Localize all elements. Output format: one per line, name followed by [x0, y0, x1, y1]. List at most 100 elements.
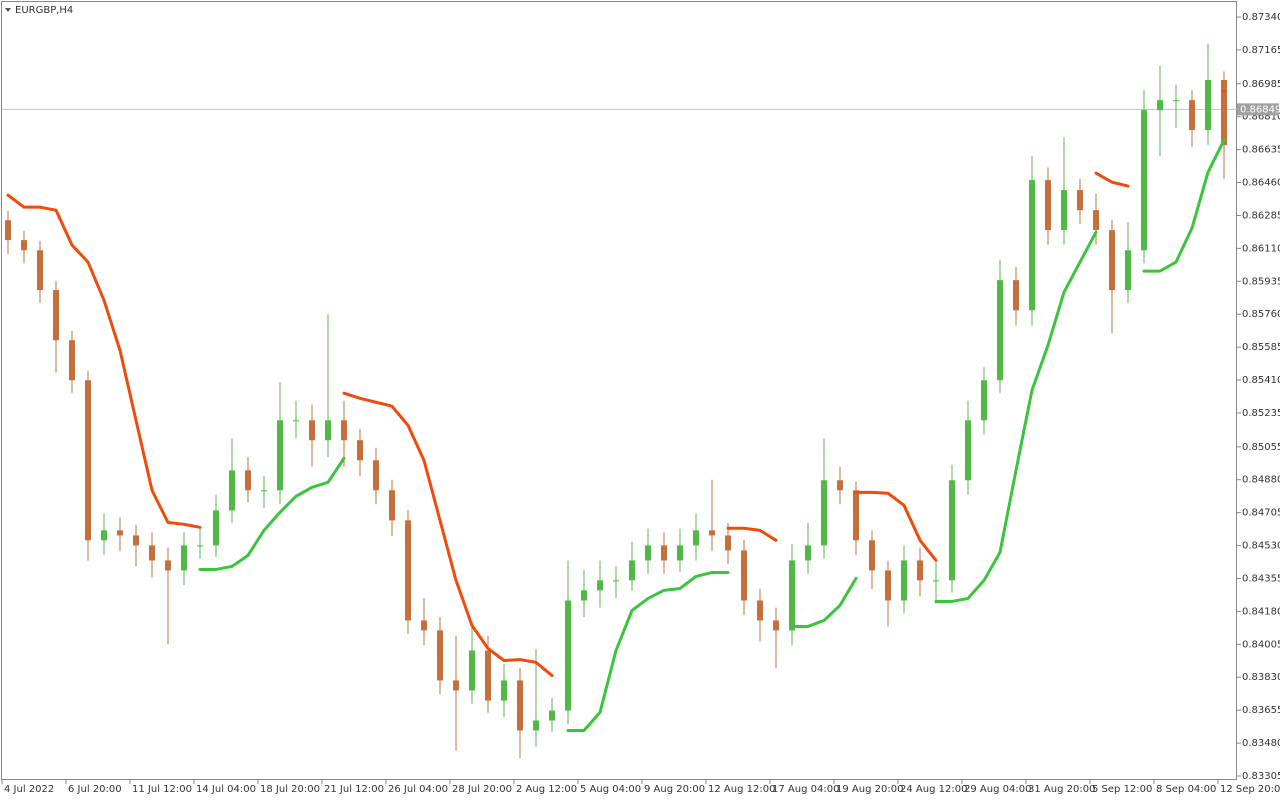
indicator-line — [566, 570, 730, 732]
y-tick-label: 0.84705 — [1242, 508, 1280, 519]
candle-body — [1029, 180, 1035, 311]
x-tick-label: 12 Sep 20:00 — [1220, 784, 1280, 795]
y-tick-label: 0.87165 — [1242, 45, 1280, 56]
candle-body — [565, 600, 571, 711]
x-tick-label: 11 Jul 12:00 — [132, 784, 192, 795]
candle-body — [245, 470, 251, 491]
y-tick-label: 0.84355 — [1242, 573, 1280, 584]
candle-body — [1173, 100, 1179, 102]
y-tick-label: 0.85585 — [1242, 342, 1280, 353]
candle-body — [789, 560, 795, 631]
x-tick-label: 4 Jul 2022 — [4, 784, 54, 795]
candle-body — [997, 280, 1003, 381]
candle-body — [1013, 280, 1019, 311]
x-tick-label: 31 Aug 20:00 — [1028, 784, 1095, 795]
candle-body — [661, 545, 667, 561]
candle-body — [5, 220, 11, 241]
indicator-line — [1142, 138, 1226, 273]
candle-body — [1141, 110, 1147, 251]
candle-body — [1045, 180, 1051, 231]
candle-body — [485, 650, 491, 701]
candle-body — [469, 650, 475, 691]
candle-body — [757, 600, 763, 621]
candle-body — [213, 510, 219, 546]
x-tick-label: 26 Jul 04:00 — [388, 784, 448, 795]
candle-body — [389, 490, 395, 521]
candle-body — [197, 545, 203, 547]
candle-body — [21, 240, 27, 251]
y-tick-label: 0.84005 — [1242, 639, 1280, 650]
candle-body — [1205, 80, 1211, 131]
candle-body — [373, 460, 379, 491]
x-tick-label: 6 Jul 20:00 — [68, 784, 122, 795]
y-tick-label: 0.83480 — [1242, 738, 1280, 749]
candle-body — [53, 290, 59, 341]
candle-body — [181, 545, 187, 571]
candle-body — [709, 530, 715, 536]
candle-body — [37, 250, 43, 291]
candle-body — [437, 630, 443, 681]
candle-body — [965, 420, 971, 481]
y-tick-label: 0.86985 — [1242, 79, 1280, 90]
candle-body — [581, 590, 587, 601]
x-tick-label: 12 Aug 12:00 — [708, 784, 775, 795]
candle-body — [85, 380, 91, 541]
indicator-line — [1094, 171, 1130, 188]
y-tick-label: 0.86460 — [1242, 178, 1280, 189]
y-tick-label: 0.83305 — [1242, 771, 1280, 782]
x-tick-label: 8 Sep 04:00 — [1156, 784, 1216, 795]
x-tick-label: 19 Aug 20:00 — [836, 784, 903, 795]
candle-body — [805, 545, 811, 561]
x-tick-label: 24 Aug 12:00 — [900, 784, 967, 795]
candle-body — [101, 530, 107, 541]
candle-body — [597, 580, 603, 591]
x-tick-label: 2 Aug 12:00 — [516, 784, 577, 795]
indicator-line — [342, 391, 554, 678]
candle-body — [421, 620, 427, 631]
candle-body — [293, 420, 299, 422]
candle-body — [1093, 210, 1099, 231]
candle-body — [165, 560, 171, 571]
plot-frame — [1, 1, 1237, 780]
candle-body — [357, 440, 363, 461]
x-tick-label: 5 Sep 12:00 — [1092, 784, 1152, 795]
candle-body — [1189, 100, 1195, 131]
x-tick-label: 28 Jul 20:00 — [452, 784, 512, 795]
candle-body — [341, 420, 347, 441]
candle-body — [1125, 250, 1131, 291]
candle-body — [69, 340, 75, 381]
candle-body — [117, 530, 123, 536]
y-tick-label: 0.86285 — [1242, 210, 1280, 221]
y-tick-label: 0.84880 — [1242, 475, 1280, 486]
candle-body — [981, 380, 987, 421]
x-tick-label: 18 Jul 20:00 — [260, 784, 320, 795]
indicator-line — [790, 576, 858, 628]
candle-body — [741, 550, 747, 601]
x-tick-label: 9 Aug 20:00 — [644, 784, 705, 795]
y-tick-label: 0.85760 — [1242, 309, 1280, 320]
indicator-line — [934, 230, 1098, 603]
candle-body — [229, 470, 235, 511]
candle-body — [949, 480, 955, 581]
candle-body — [149, 545, 155, 561]
candle-body — [1109, 230, 1115, 291]
indicator-line — [726, 526, 778, 542]
y-tick-label: 0.85235 — [1242, 408, 1280, 419]
menu-arrow[interactable] — [5, 8, 11, 12]
y-tick-label: 0.84530 — [1242, 541, 1280, 552]
y-tick-label: 0.83830 — [1242, 672, 1280, 683]
candle-body — [821, 480, 827, 546]
y-tick-label: 0.86110 — [1242, 243, 1280, 254]
candle-body — [1077, 190, 1083, 211]
candle-body — [693, 530, 699, 546]
y-tick-label: 0.85410 — [1242, 375, 1280, 386]
candle-body — [1157, 100, 1163, 111]
candle-body — [885, 570, 891, 601]
candle-body — [277, 420, 283, 491]
candle-body — [837, 480, 843, 491]
candle-body — [901, 560, 907, 601]
candle-body — [261, 490, 267, 492]
x-tick-label: 29 Aug 04:00 — [964, 784, 1031, 795]
